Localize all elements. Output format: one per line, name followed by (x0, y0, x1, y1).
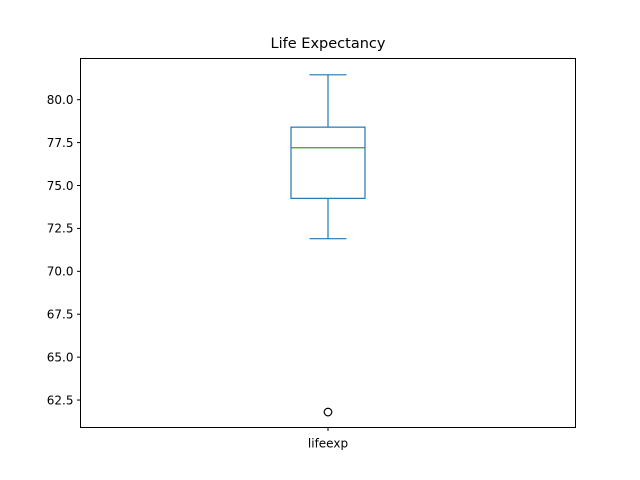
y-tick-label: 72.5 (47, 222, 74, 236)
x-tick-label: lifeexp (308, 437, 348, 451)
outlier-point (323, 407, 333, 417)
axes-frame (80, 58, 576, 428)
plot-area (290, 74, 366, 417)
chart-title: Life Expectancy (271, 36, 386, 52)
y-tick-label: 62.5 (47, 393, 74, 407)
y-tick-label: 67.5 (47, 308, 74, 322)
y-tick-label: 77.5 (47, 136, 74, 150)
y-axis: 62.5 65.0 67.5 70.0 72.5 75.0 77.5 80.0 (47, 93, 81, 407)
iqr-box (290, 126, 366, 199)
x-axis: lifeexp (308, 427, 348, 451)
y-tick-label: 75.0 (47, 179, 74, 193)
y-tick-label: 80.0 (47, 93, 74, 107)
y-tick-label: 70.0 (47, 265, 74, 279)
y-tick-label: 65.0 (47, 350, 74, 364)
